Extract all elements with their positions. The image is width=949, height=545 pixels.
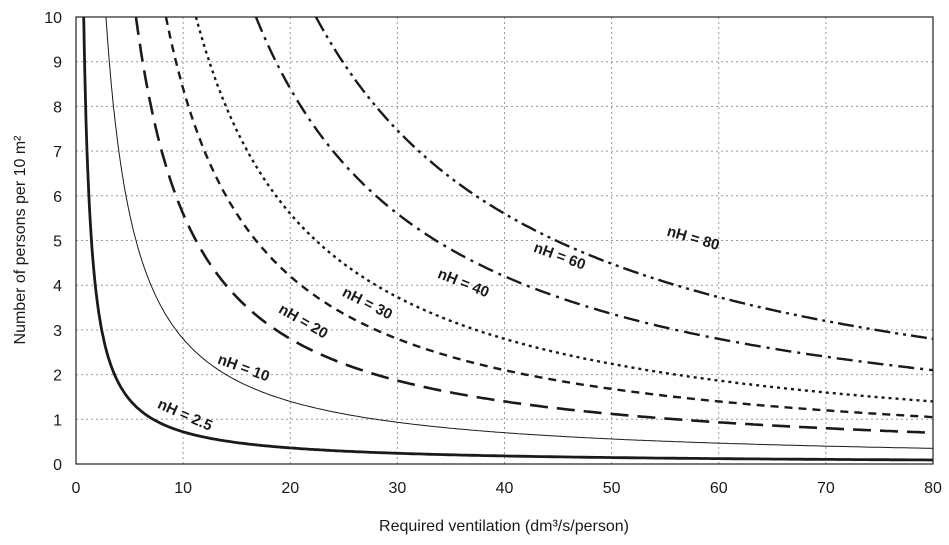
x-axis-ticks: 0 10 20 30 40 50 60 70 80 [72, 480, 942, 497]
curve-label: nH = 60 [531, 239, 587, 273]
x-tick-label: 0 [72, 480, 81, 497]
x-tick-label: 70 [817, 480, 835, 497]
curve-label: nH = 30 [339, 284, 395, 324]
y-axis-ticks: 0 1 2 3 4 5 6 7 8 9 10 [44, 10, 62, 474]
x-tick-label: 40 [496, 480, 514, 497]
y-tick-label: 7 [53, 144, 62, 161]
x-tick-label: 20 [281, 480, 299, 497]
series-line-4 [194, 16, 934, 403]
curve-label: nH = 40 [435, 265, 491, 301]
y-tick-label: 1 [53, 412, 62, 429]
curve-label: nH = 10 [215, 351, 271, 385]
series-line-0 [82, 16, 933, 462]
y-tick-label: 8 [53, 99, 62, 116]
x-axis-title: Required ventilation (dm³/s/person) [379, 518, 629, 535]
y-tick-label: 6 [53, 189, 62, 206]
y-axis-title: Number of persons per 10 m² [12, 135, 29, 345]
series-line-1 [105, 16, 934, 449]
grid [76, 17, 933, 464]
x-tick-label: 60 [710, 480, 728, 497]
y-tick-label: 9 [53, 55, 62, 72]
x-tick-label: 30 [388, 480, 406, 497]
y-tick-label: 4 [53, 278, 62, 295]
x-tick-label: 80 [924, 480, 942, 497]
series-line-5 [254, 16, 934, 372]
y-tick-label: 0 [53, 457, 62, 474]
series-line-3 [164, 16, 934, 419]
y-tick-label: 10 [44, 10, 62, 27]
plot-frame [75, 16, 934, 465]
curve-label: nH = 2.5 [155, 396, 215, 435]
x-tick-label: 50 [603, 480, 621, 497]
x-tick-label: 10 [174, 480, 192, 497]
y-tick-label: 2 [53, 368, 62, 385]
series-line-2 [134, 16, 934, 434]
curve-label: nH = 80 [665, 223, 721, 254]
series-line-6 [314, 16, 934, 340]
y-tick-label: 5 [53, 234, 62, 251]
series-curves [82, 16, 934, 462]
y-tick-label: 3 [53, 323, 62, 340]
